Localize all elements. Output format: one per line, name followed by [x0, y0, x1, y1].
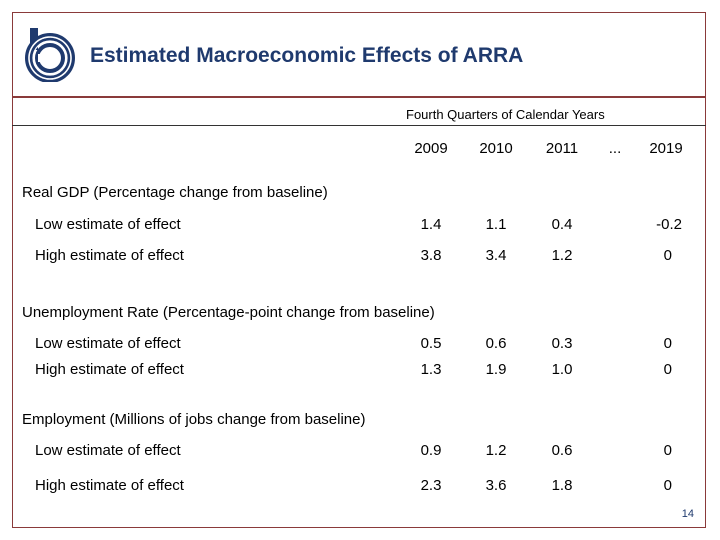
section-title-employment: Employment (Millions of jobs change from… [22, 411, 366, 428]
year-header: 2009 [414, 140, 448, 157]
slide-frame [12, 12, 706, 528]
table-cell: 1.9 [485, 361, 507, 378]
section-title-unemployment: Unemployment Rate (Percentage-point chan… [22, 304, 435, 321]
table-cell: 3.8 [420, 247, 442, 264]
year-header: 2011 [545, 140, 579, 157]
cbo-logo-icon [25, 28, 75, 82]
year-header: 2019 [649, 140, 683, 157]
year-header: 2010 [479, 140, 513, 157]
year-header: ... [608, 140, 622, 157]
table-cell: 0.9 [420, 442, 442, 459]
table-cell: 0.3 [551, 335, 573, 352]
table-cell: 0.6 [551, 442, 573, 459]
table-cell: 3.4 [485, 247, 507, 264]
row-label: Low estimate of effect [35, 335, 181, 352]
slide-title: Estimated Macroeconomic Effects of ARRA [90, 44, 524, 67]
table-cell: 3.6 [485, 477, 507, 494]
table-cell: 0.4 [551, 216, 573, 233]
title-divider [12, 96, 706, 98]
table-cell: 0.6 [485, 335, 507, 352]
table-cell: 1.2 [551, 247, 573, 264]
table-cell: 0 [663, 442, 672, 459]
table-subtitle: Fourth Quarters of Calendar Years [406, 107, 605, 122]
table-cell: 1.3 [420, 361, 442, 378]
table-cell: 0 [663, 247, 672, 264]
table-cell: 2.3 [420, 477, 442, 494]
row-label: Low estimate of effect [35, 216, 181, 233]
section-title-gdp: Real GDP (Percentage change from baselin… [22, 184, 328, 201]
row-label: High estimate of effect [35, 247, 184, 264]
table-cell: 0 [663, 477, 672, 494]
table-cell: -0.2 [656, 216, 682, 233]
row-label: High estimate of effect [35, 477, 184, 494]
table-cell: 1.8 [551, 477, 573, 494]
table-cell: 1.0 [551, 361, 573, 378]
row-label: Low estimate of effect [35, 442, 181, 459]
table-cell: 0.5 [420, 335, 442, 352]
table-cell: 0 [663, 361, 672, 378]
table-cell: 1.2 [485, 442, 507, 459]
subtitle-divider [12, 125, 706, 126]
page-number: 14 [681, 508, 694, 520]
row-label: High estimate of effect [35, 361, 184, 378]
table-cell: 1.1 [485, 216, 507, 233]
table-cell: 0 [663, 335, 672, 352]
table-cell: 1.4 [420, 216, 442, 233]
